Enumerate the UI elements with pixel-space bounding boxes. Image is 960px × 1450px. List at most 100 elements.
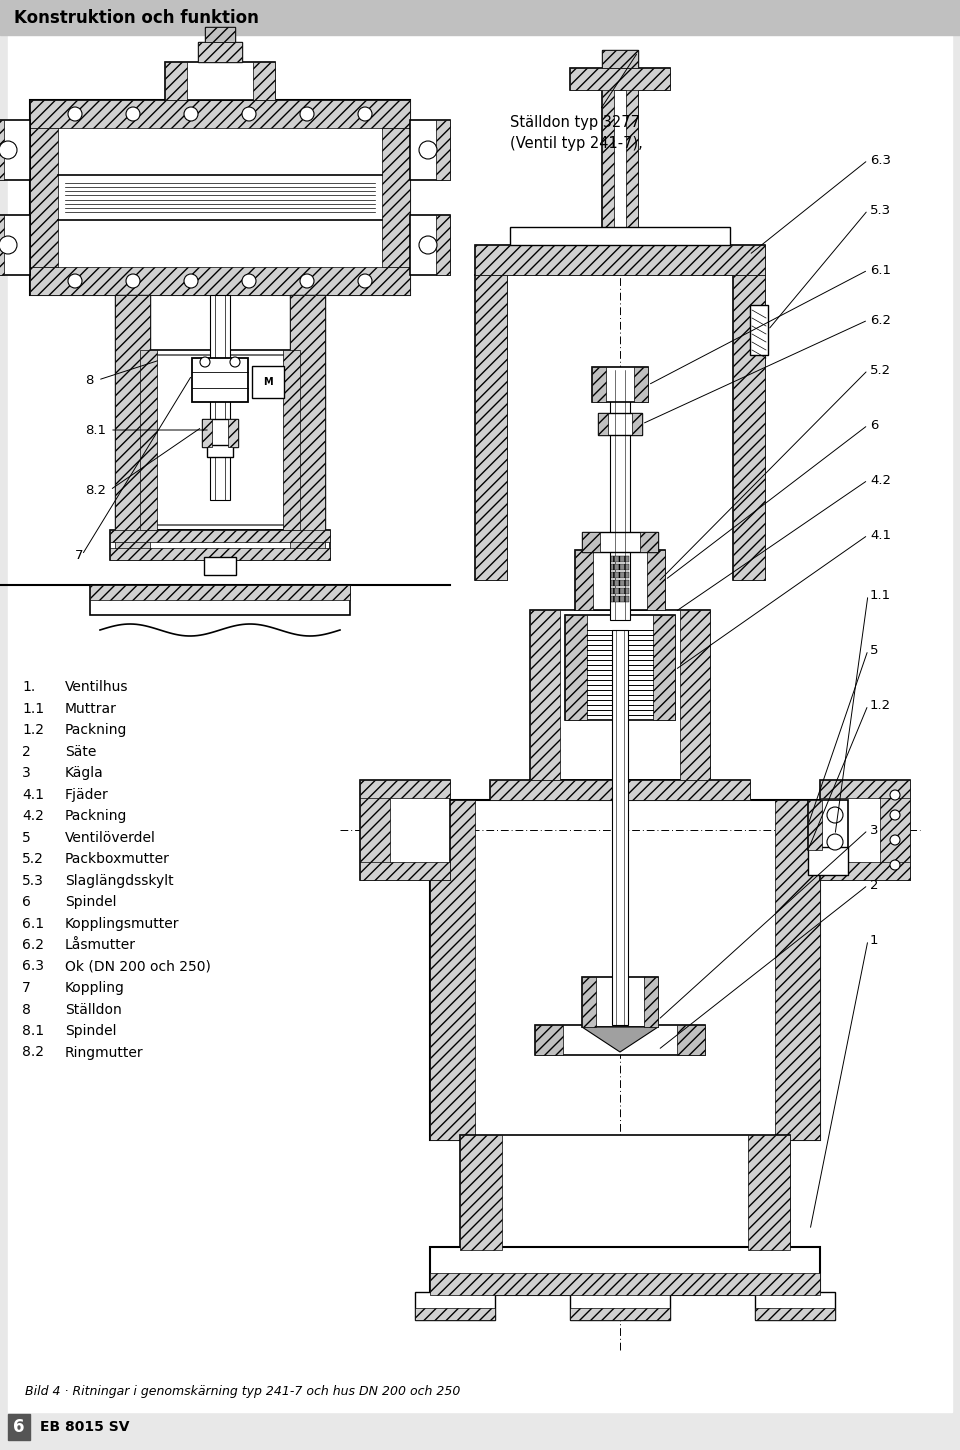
- Bar: [570, 1292, 670, 1320]
- Text: EB 8015 SV: EB 8015 SV: [40, 1420, 130, 1434]
- Bar: [680, 610, 710, 780]
- Text: 3: 3: [22, 766, 31, 780]
- Bar: [8, 1414, 30, 1440]
- Circle shape: [358, 107, 372, 120]
- Text: Ok (DN 200 och 250): Ok (DN 200 och 250): [65, 960, 211, 973]
- Circle shape: [358, 274, 372, 289]
- Text: 6.3: 6.3: [22, 960, 44, 973]
- Text: Muttrar: Muttrar: [65, 702, 117, 715]
- Bar: [198, 42, 242, 62]
- Bar: [820, 780, 910, 880]
- Bar: [0, 120, 30, 180]
- Bar: [0, 0, 960, 35]
- Text: 6.1: 6.1: [22, 916, 44, 931]
- Bar: [430, 800, 475, 1140]
- Bar: [205, 28, 235, 42]
- Text: 8: 8: [85, 374, 93, 387]
- Circle shape: [68, 107, 82, 120]
- Circle shape: [419, 236, 437, 254]
- Text: 8.1: 8.1: [22, 1024, 44, 1038]
- Bar: [415, 1308, 495, 1320]
- Text: Ventilöverdel: Ventilöverdel: [65, 831, 156, 844]
- Circle shape: [230, 357, 240, 367]
- Text: Packning: Packning: [65, 809, 128, 824]
- Text: Ställdon: Ställdon: [65, 1002, 122, 1016]
- Bar: [252, 365, 284, 397]
- Bar: [110, 531, 330, 560]
- Bar: [110, 531, 330, 542]
- Bar: [598, 413, 642, 435]
- Circle shape: [890, 860, 900, 870]
- Bar: [360, 861, 450, 880]
- Bar: [415, 1292, 495, 1320]
- Bar: [755, 1292, 835, 1320]
- Bar: [360, 780, 450, 798]
- Bar: [202, 419, 212, 447]
- Text: 1: 1: [870, 934, 878, 947]
- Text: 6.1: 6.1: [870, 264, 891, 277]
- Circle shape: [0, 236, 17, 254]
- Bar: [30, 267, 410, 294]
- Text: 4.1: 4.1: [870, 528, 891, 541]
- Text: 2: 2: [870, 879, 878, 892]
- Bar: [0, 120, 4, 180]
- Bar: [611, 596, 629, 602]
- Bar: [140, 349, 300, 531]
- Bar: [30, 128, 58, 267]
- Bar: [165, 62, 187, 100]
- Text: 4.2: 4.2: [22, 809, 44, 824]
- Text: 2: 2: [22, 744, 31, 758]
- Bar: [602, 49, 638, 68]
- Bar: [582, 532, 600, 552]
- Bar: [410, 215, 450, 276]
- Text: 5.2: 5.2: [870, 364, 891, 377]
- Bar: [644, 977, 658, 1027]
- Bar: [808, 800, 848, 850]
- Bar: [582, 532, 658, 552]
- Text: Bild 4 · Ritningar i genomskärning typ 241-7 och hus DN 200 och 250: Bild 4 · Ritningar i genomskärning typ 2…: [25, 1385, 461, 1398]
- Bar: [611, 580, 629, 586]
- Text: Kägla: Kägla: [65, 766, 104, 780]
- Text: Spindel: Spindel: [65, 1024, 116, 1038]
- Circle shape: [0, 141, 17, 160]
- Bar: [602, 49, 638, 68]
- Bar: [748, 1135, 790, 1250]
- Bar: [775, 800, 820, 1140]
- Bar: [475, 245, 765, 276]
- Bar: [490, 780, 750, 800]
- Bar: [602, 70, 638, 270]
- Bar: [602, 70, 614, 270]
- Text: 4.2: 4.2: [870, 474, 891, 487]
- Bar: [612, 629, 628, 1025]
- Bar: [198, 42, 242, 62]
- Circle shape: [300, 274, 314, 289]
- Circle shape: [242, 274, 256, 289]
- Bar: [360, 780, 390, 880]
- Text: 5: 5: [870, 644, 878, 657]
- Bar: [430, 800, 820, 1140]
- Bar: [880, 780, 910, 880]
- Bar: [475, 276, 507, 580]
- Text: 8.1: 8.1: [85, 423, 106, 436]
- Text: Packboxmutter: Packboxmutter: [65, 853, 170, 866]
- Bar: [530, 610, 560, 780]
- Bar: [202, 419, 238, 447]
- Bar: [210, 294, 230, 500]
- Text: 1.1: 1.1: [22, 702, 44, 715]
- Bar: [565, 615, 587, 721]
- Bar: [204, 557, 236, 576]
- Bar: [460, 1135, 790, 1250]
- Text: 8.2: 8.2: [22, 1045, 44, 1060]
- Bar: [205, 28, 235, 42]
- Text: 5.3: 5.3: [22, 873, 44, 887]
- Bar: [140, 349, 157, 531]
- Text: 1.: 1.: [22, 680, 36, 695]
- Bar: [290, 294, 325, 550]
- Text: Koppling: Koppling: [65, 982, 125, 995]
- Text: Ventilhus: Ventilhus: [65, 680, 129, 695]
- Bar: [677, 1025, 705, 1056]
- Bar: [565, 615, 675, 721]
- Bar: [30, 100, 410, 294]
- Bar: [610, 370, 630, 621]
- Circle shape: [184, 107, 198, 120]
